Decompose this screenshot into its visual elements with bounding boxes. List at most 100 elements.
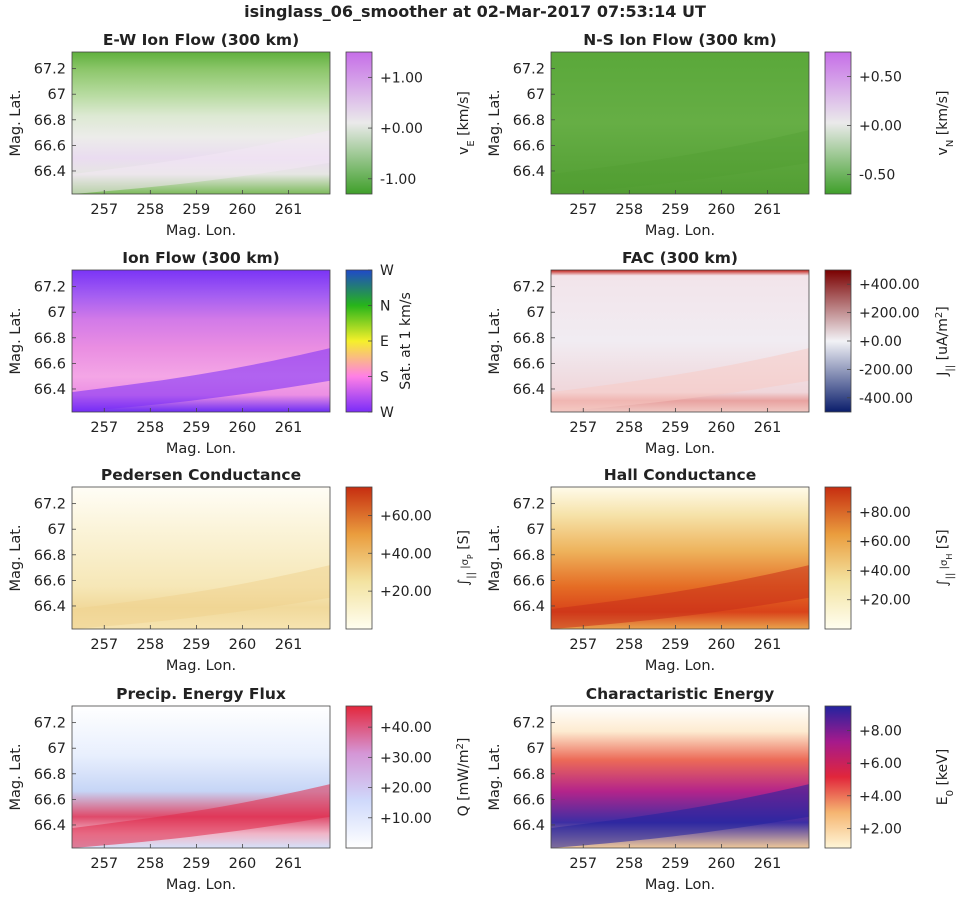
panel-title: Charactaristic Energy — [586, 685, 775, 703]
colorbar-tick-label: S — [380, 370, 389, 386]
colorbar-tick-label: E — [380, 334, 389, 350]
plot-frame — [71, 486, 331, 630]
chart-panel: Charactaristic Energy 257 258 259 260 261 Mag.… — [487, 685, 956, 893]
y-axis-label: Mag. Lat. — [487, 524, 503, 591]
colorbar — [824, 269, 852, 413]
y-axis-label: Mag. Lat. — [8, 307, 24, 374]
x-tick-label: 260 — [229, 637, 257, 653]
colorbar-tick-label: +0.00 — [380, 121, 423, 137]
x-tick-label: 257 — [90, 202, 118, 218]
plot-frame — [550, 486, 810, 630]
y-tick-label: 67.2 — [34, 62, 66, 78]
x-tick-label: 257 — [569, 637, 597, 653]
x-tick-label: 257 — [90, 637, 118, 653]
x-tick-label: 261 — [754, 202, 782, 218]
y-tick-label: 66.8 — [34, 331, 66, 347]
colorbar-tick-label: +400.00 — [859, 277, 920, 293]
y-axis-label: Mag. Lat. — [487, 89, 503, 156]
colorbar-tick-label: +6.00 — [859, 756, 902, 772]
y-tick-label: 67 — [48, 87, 66, 103]
x-tick-label: 261 — [275, 637, 303, 653]
y-tick-label: 66.8 — [34, 548, 66, 564]
panel-title: Hall Conductance — [604, 466, 756, 484]
y-tick-label: 66.8 — [513, 767, 545, 783]
panel-title: FAC (300 km) — [622, 249, 738, 267]
x-axis-label: Mag. Lon. — [166, 658, 236, 674]
heatmap-band — [72, 130, 330, 194]
x-axis-label: Mag. Lon. — [166, 441, 236, 457]
plot-frame — [71, 705, 331, 849]
y-tick-label: 66.6 — [34, 356, 66, 372]
x-tick-label: 260 — [708, 856, 736, 872]
panel-grid: E-W Ion Flow (300 km) 257 258 259 260 261 Mag.… — [8, 31, 956, 893]
x-axis-label: Mag. Lon. — [166, 877, 236, 893]
y-tick-label: 67.2 — [513, 280, 545, 296]
colorbar-tick-label: +8.00 — [859, 723, 902, 739]
colorbar — [345, 269, 373, 413]
x-tick-label: 257 — [569, 202, 597, 218]
x-tick-label: 259 — [183, 202, 211, 218]
x-tick-label: 260 — [708, 202, 736, 218]
y-tick-label: 66.4 — [34, 382, 66, 398]
y-tick-label: 66.8 — [34, 113, 66, 129]
y-tick-label: 66.6 — [34, 138, 66, 154]
heatmap-field — [551, 52, 809, 194]
x-axis-label: Mag. Lon. — [645, 441, 715, 457]
panel-title: N-S Ion Flow (300 km) — [583, 31, 776, 49]
x-tick-label: 258 — [615, 637, 643, 653]
x-tick-label: 258 — [136, 856, 164, 872]
colorbar-label: ∫|| |σP [S] — [456, 530, 477, 586]
heatmap-band — [72, 784, 330, 848]
x-tick-label: 259 — [662, 420, 690, 436]
x-tick-label: 260 — [229, 856, 257, 872]
chart-panel: N-S Ion Flow (300 km) 257 258 259 260 261 Mag.… — [487, 31, 956, 239]
x-tick-label: 257 — [90, 856, 118, 872]
y-tick-label: 67 — [48, 741, 66, 757]
colorbar-tick-label: +0.50 — [859, 69, 902, 85]
colorbar-tick-label: -0.50 — [859, 167, 895, 183]
x-tick-label: 258 — [615, 856, 643, 872]
plot-frame — [71, 269, 331, 413]
heatmap-band — [551, 565, 809, 629]
y-tick-label: 66.4 — [513, 818, 545, 834]
y-tick-label: 66.6 — [513, 792, 545, 808]
x-tick-label: 257 — [569, 856, 597, 872]
colorbar-label: Sat. at 1 km/s — [398, 292, 414, 390]
y-tick-label: 67.2 — [513, 62, 545, 78]
y-tick-label: 66.4 — [34, 599, 66, 615]
x-tick-label: 259 — [183, 637, 211, 653]
x-tick-label: 258 — [136, 202, 164, 218]
y-tick-label: 66.4 — [513, 164, 545, 180]
x-tick-label: 261 — [754, 637, 782, 653]
y-tick-label: 67.2 — [34, 280, 66, 296]
colorbar-label: ∫|| |σH [S] — [935, 529, 956, 586]
heatmap-band — [551, 348, 809, 412]
colorbar — [824, 705, 852, 849]
chart-panel: Hall Conductance 257 258 259 260 261 Mag. Lon.… — [487, 466, 956, 674]
colorbar-tick-label: W — [380, 405, 394, 421]
chart-panel: E-W Ion Flow (300 km) 257 258 259 260 261 Mag.… — [8, 31, 477, 239]
y-axis-label: Mag. Lat. — [487, 307, 503, 374]
y-tick-label: 66.4 — [34, 164, 66, 180]
y-tick-label: 66.8 — [513, 113, 545, 129]
colorbar-tick-label: -1.00 — [380, 172, 416, 188]
x-tick-label: 258 — [136, 420, 164, 436]
y-tick-label: 66.8 — [34, 767, 66, 783]
x-tick-label: 258 — [615, 420, 643, 436]
colorbar-tick-label: W — [380, 263, 394, 279]
x-tick-label: 261 — [754, 856, 782, 872]
chart-panel: Precip. Energy Flux 257 258 259 260 261 Mag. L… — [8, 685, 472, 893]
colorbar — [345, 51, 373, 195]
colorbar-tick-label: +20.00 — [859, 593, 911, 609]
x-tick-label: 258 — [136, 637, 164, 653]
y-tick-label: 67.2 — [513, 497, 545, 513]
x-tick-label: 260 — [229, 202, 257, 218]
colorbar — [824, 51, 852, 195]
y-tick-label: 67 — [48, 522, 66, 538]
colorbar-tick-label: +1.00 — [380, 70, 423, 86]
colorbar-tick-label: +60.00 — [380, 508, 432, 524]
colorbar-tick-label: +40.00 — [380, 546, 432, 562]
x-tick-label: 257 — [90, 420, 118, 436]
x-tick-label: 258 — [615, 202, 643, 218]
figure-suptitle: isinglass_06_smoother at 02-Mar-2017 07:… — [244, 2, 706, 21]
